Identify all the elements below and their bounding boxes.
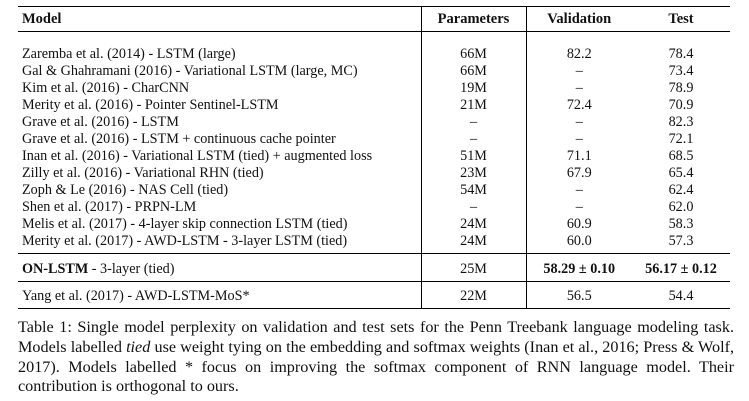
row-params: 21M [421,97,527,114]
row-validation: – [575,182,583,198]
row-test: 78.4 [668,46,694,62]
row-validation: 67.9 [566,165,592,181]
ours-model-name: ON-LSTM [22,260,89,277]
row-validation: – [575,114,583,130]
row-test: 72.1 [668,131,694,147]
ours-params: 25M [421,253,527,282]
row-validation: – [575,199,583,215]
table-row: Zaremba et al. (2014) - LSTM (large) 66M 8… [18,31,730,63]
ours-validation: 58.29 ± 0.10 [526,253,632,282]
row-model: Gal & Ghahramani (2016) - Variational LS… [18,63,422,80]
header-model: Model [18,6,422,32]
row-model: Zilly et al. (2016) - Variational RHN (t… [18,165,422,182]
table-row: Grave et al. (2016) - LSTM + continuous … [18,131,730,148]
row-model: Grave et al. (2016) - LSTM [18,114,422,131]
row-validation: 60.0 [566,233,592,249]
row-test: 58.3 [668,216,694,232]
table-row: Merity et al. (2017) - AWD-LSTM - 3-laye… [18,233,730,254]
row-test: 73.4 [668,63,694,79]
header-validation: Validation [526,6,632,32]
row-params: – [421,114,527,131]
ours-row: ON-LSTM - 3-layer (tied) 25M 58.29 ± 0.1… [18,253,730,282]
caption-part2: use weight tying on the embedding and so… [18,337,735,396]
row-model: Inan et al. (2016) - Variational LSTM (t… [18,148,422,165]
table-row: Shen et al. (2017) - PRPN-LM – –62.0 [18,199,730,216]
row-test: 65.4 [668,165,694,181]
row-validation: 72.4 [566,97,592,113]
row-test: 62.0 [668,199,694,215]
row-params: – [421,199,527,216]
table-row: Grave et al. (2016) - LSTM – –82.3 [18,114,730,131]
baseline-rows: Zaremba et al. (2014) - LSTM (large) 66M 8… [18,31,730,254]
row-test: 62.4 [668,182,694,198]
row-params: 24M [421,233,527,254]
results-table: Model Parameters Validation Test Zaremba… [18,6,730,309]
row-model: Merity et al. (2016) - Pointer Sentinel-… [18,97,422,114]
row-params: 24M [421,216,527,233]
row-params: 66M [421,63,527,80]
row-test: 68.5 [668,148,694,164]
table-header-row: Model Parameters Validation Test [18,6,730,32]
table-row: Kim et al. (2016) - CharCNN 19M – 78.9 [18,80,730,97]
row-validation: 82.2 [566,46,592,62]
row-test: 78.9 [668,80,694,96]
row-validation: – [575,131,583,147]
table-caption: Table 1: Single model perplexity on vali… [18,318,734,397]
row-model: Grave et al. (2016) - LSTM + continuous … [18,131,422,148]
row-test: 82.3 [668,114,694,130]
table-row: Zilly et al. (2016) - Variational RHN (t… [18,165,730,182]
row-params: 51M [421,148,527,165]
row-model: Melis et al. (2017) - 4-layer skip conne… [18,216,422,233]
row-model: Zaremba et al. (2014) - LSTM (large) [18,31,422,63]
row-validation: 60.9 [566,216,592,232]
table-row: Zoph & Le (2016) - NAS Cell (tied) 54M – 62… [18,182,730,199]
ours-model-desc: - 3-layer (tied) [88,260,175,277]
other-model: Yang et al. (2017) - AWD-LSTM-MoS* [18,281,422,309]
row-validation: 71.1 [566,148,592,164]
other-test: 54.4 [632,281,730,309]
row-params: 23M [421,165,527,182]
row-params: 66M [421,31,527,63]
row-params: 19M [421,80,527,97]
table-row: Inan et al. (2016) - Variational LSTM (t… [18,148,730,165]
row-model: Kim et al. (2016) - CharCNN [18,80,422,97]
caption-italic: tied [126,337,151,356]
ours-model: ON-LSTM - 3-layer (tied) [18,253,422,282]
other-validation: 56.5 [526,281,632,309]
table-row: Melis et al. (2017) - 4-layer skip conne… [18,216,730,233]
caption-part1: Table 1: Single model perplexity on vali… [18,318,734,356]
table-row: Gal & Ghahramani (2016) - Variational LS… [18,63,730,80]
row-model: Shen et al. (2017) - PRPN-LM [18,199,422,216]
header-parameters: Parameters [421,6,527,32]
row-validation: – [575,63,583,79]
row-validation: – [575,80,583,96]
row-test: 70.9 [668,97,694,113]
results-table-container: Model Parameters Validation Test Zaremba… [18,6,730,309]
row-params: – [421,131,527,148]
row-params: 54M [421,182,527,199]
other-params: 22M [421,281,527,309]
row-model: Zoph & Le (2016) - NAS Cell (tied) [18,182,422,199]
row-model: Merity et al. (2017) - AWD-LSTM - 3-laye… [18,233,422,254]
other-row: Yang et al. (2017) - AWD-LSTM-MoS* 22M 5… [18,281,730,309]
ours-test: 56.17 ± 0.12 [632,253,730,282]
table-row: Merity et al. (2016) - Pointer Sentinel-… [18,97,730,114]
row-test: 57.3 [668,233,694,249]
header-test: Test [632,6,730,32]
